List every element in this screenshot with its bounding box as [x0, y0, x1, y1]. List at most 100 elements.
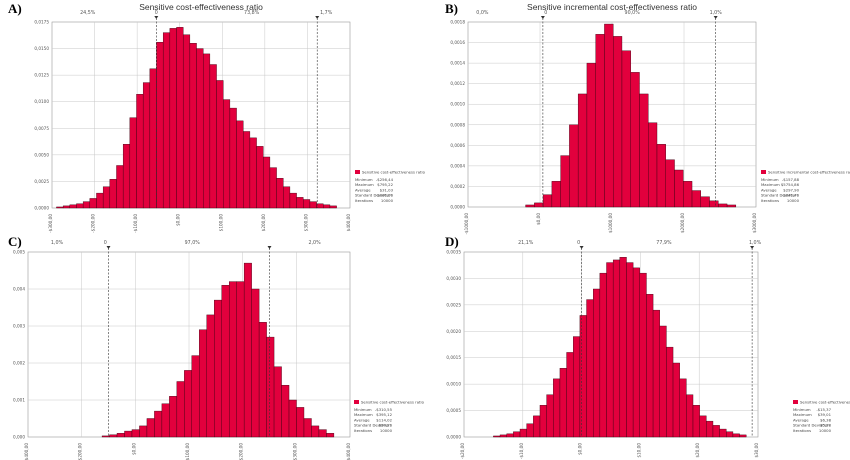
legend-stat-value: $6,38: [820, 417, 831, 422]
x-tick-label: -$1000,00: [464, 213, 469, 235]
histogram-bar: [109, 179, 117, 209]
histogram-bar: [646, 294, 654, 438]
percent-label: 24,5%: [80, 10, 96, 16]
legend-swatch: [354, 400, 359, 404]
legend-title: Sensitive incremental cost-effectiveness…: [768, 170, 850, 175]
histogram-bar: [686, 394, 694, 438]
histogram-bar: [146, 418, 155, 438]
histogram-bar: [739, 434, 747, 438]
histogram-bar: [154, 410, 163, 438]
histogram-bar: [273, 366, 282, 438]
x-tick-label: $0,00: [176, 214, 181, 226]
histogram-bar: [656, 144, 666, 208]
x-tick-label: $300,00: [303, 214, 308, 232]
histogram-bar: [553, 378, 561, 438]
histogram-bar: [534, 202, 544, 208]
x-tick-label: $400,00: [346, 214, 351, 232]
histogram-bar: [296, 197, 304, 209]
delimiter-marker: [267, 246, 272, 249]
histogram-bar: [683, 181, 693, 208]
y-tick-label: 0,0018: [450, 20, 465, 25]
percent-label: 0: [577, 240, 580, 246]
legend-swatch: [355, 170, 360, 174]
histogram-bar: [546, 394, 554, 438]
legend-title: Sensitive cost-effectiveness ratio: [800, 400, 850, 405]
y-tick-label: 0,003: [13, 324, 25, 329]
histogram-bar: [706, 420, 714, 438]
x-tick-label: -$200,00: [91, 214, 96, 233]
histogram-bar: [122, 144, 131, 209]
legend-stat-value: -$157,88: [782, 177, 800, 182]
histogram-bar: [709, 200, 719, 208]
x-tick-label: $20,00: [695, 443, 700, 458]
histogram-bar: [326, 433, 335, 438]
histogram-bar: [648, 122, 658, 208]
legend-stat-label: Iterations: [354, 428, 372, 433]
percent-label: 1,0%: [51, 240, 64, 246]
legend-stat-value: $297,90: [783, 187, 799, 192]
percent-label: 1,0%: [749, 240, 762, 246]
histogram-bar: [189, 43, 197, 209]
delimiter-marker: [540, 16, 545, 19]
histogram-bar: [176, 381, 185, 438]
legend-stat-value: $795,22: [377, 182, 393, 187]
legend-stat-label: Average: [761, 187, 777, 192]
legend-stat-value: -$310,55: [375, 407, 393, 412]
histogram-bar: [251, 288, 260, 438]
histogram-bar: [679, 378, 687, 438]
y-tick-label: 0,0035: [446, 250, 461, 255]
histogram-bar: [323, 204, 331, 209]
legend-stat-label: Standard Deviation: [761, 193, 798, 198]
y-tick-label: 0,0008: [450, 122, 465, 127]
legend-stat-value: 10000: [380, 428, 393, 433]
panel-c-label: C): [8, 234, 22, 249]
delimiter-marker: [750, 246, 755, 249]
histogram-bar: [162, 32, 171, 209]
y-tick-label: 0,0015: [446, 355, 461, 360]
histogram-bar: [249, 137, 257, 209]
histogram-bar: [506, 433, 514, 438]
histogram-bar: [169, 396, 178, 438]
histogram-bar: [229, 107, 237, 209]
histogram-bar: [303, 199, 311, 209]
percent-label: 1,7%: [320, 10, 333, 16]
histogram-bar: [169, 28, 177, 209]
histogram-bar: [726, 204, 737, 208]
y-tick-label: 0,0002: [450, 184, 465, 189]
histogram-bar: [102, 186, 111, 209]
histogram-bar: [142, 82, 151, 209]
percent-label: 0,0%: [476, 10, 489, 16]
y-tick-label: 0,0025: [446, 302, 461, 307]
histogram-bar: [586, 62, 596, 208]
percent-label: 90,0%: [625, 10, 641, 16]
histogram-bar: [595, 34, 605, 208]
histogram-bar: [124, 430, 133, 438]
histogram-bar: [639, 93, 649, 208]
histogram-bar: [288, 399, 297, 438]
histogram-bar: [243, 131, 251, 209]
histogram-bar: [89, 198, 97, 209]
legend-swatch: [793, 400, 798, 404]
histogram-bar: [726, 431, 734, 438]
panel-d-label: D): [445, 234, 459, 249]
histogram-bar: [156, 41, 164, 209]
percent-label: 0: [544, 10, 547, 16]
x-tick-label: -$200,00: [78, 443, 83, 460]
histogram-bar: [719, 428, 727, 438]
histogram-bar: [296, 407, 305, 438]
x-tick-label: -$300,00: [48, 214, 53, 233]
percent-label: 0: [155, 10, 158, 16]
x-tick-label: -$20,00: [460, 443, 465, 459]
panel-b: B) Sensitive incremental cost-effectiven…: [428, 0, 850, 235]
histogram-bar: [626, 262, 634, 438]
histogram-bar: [513, 431, 521, 438]
legend-stat-value: -$256,44: [376, 177, 394, 182]
y-tick-label: 0,004: [13, 287, 25, 292]
histogram-bar: [493, 435, 501, 438]
histogram-bar: [619, 257, 627, 438]
histogram-bar: [712, 425, 720, 438]
histogram-bar: [199, 329, 207, 438]
histogram-bar: [131, 429, 140, 438]
legend-stat-value: 10000: [381, 198, 394, 203]
legend-stat-label: Maximum: [761, 182, 780, 187]
